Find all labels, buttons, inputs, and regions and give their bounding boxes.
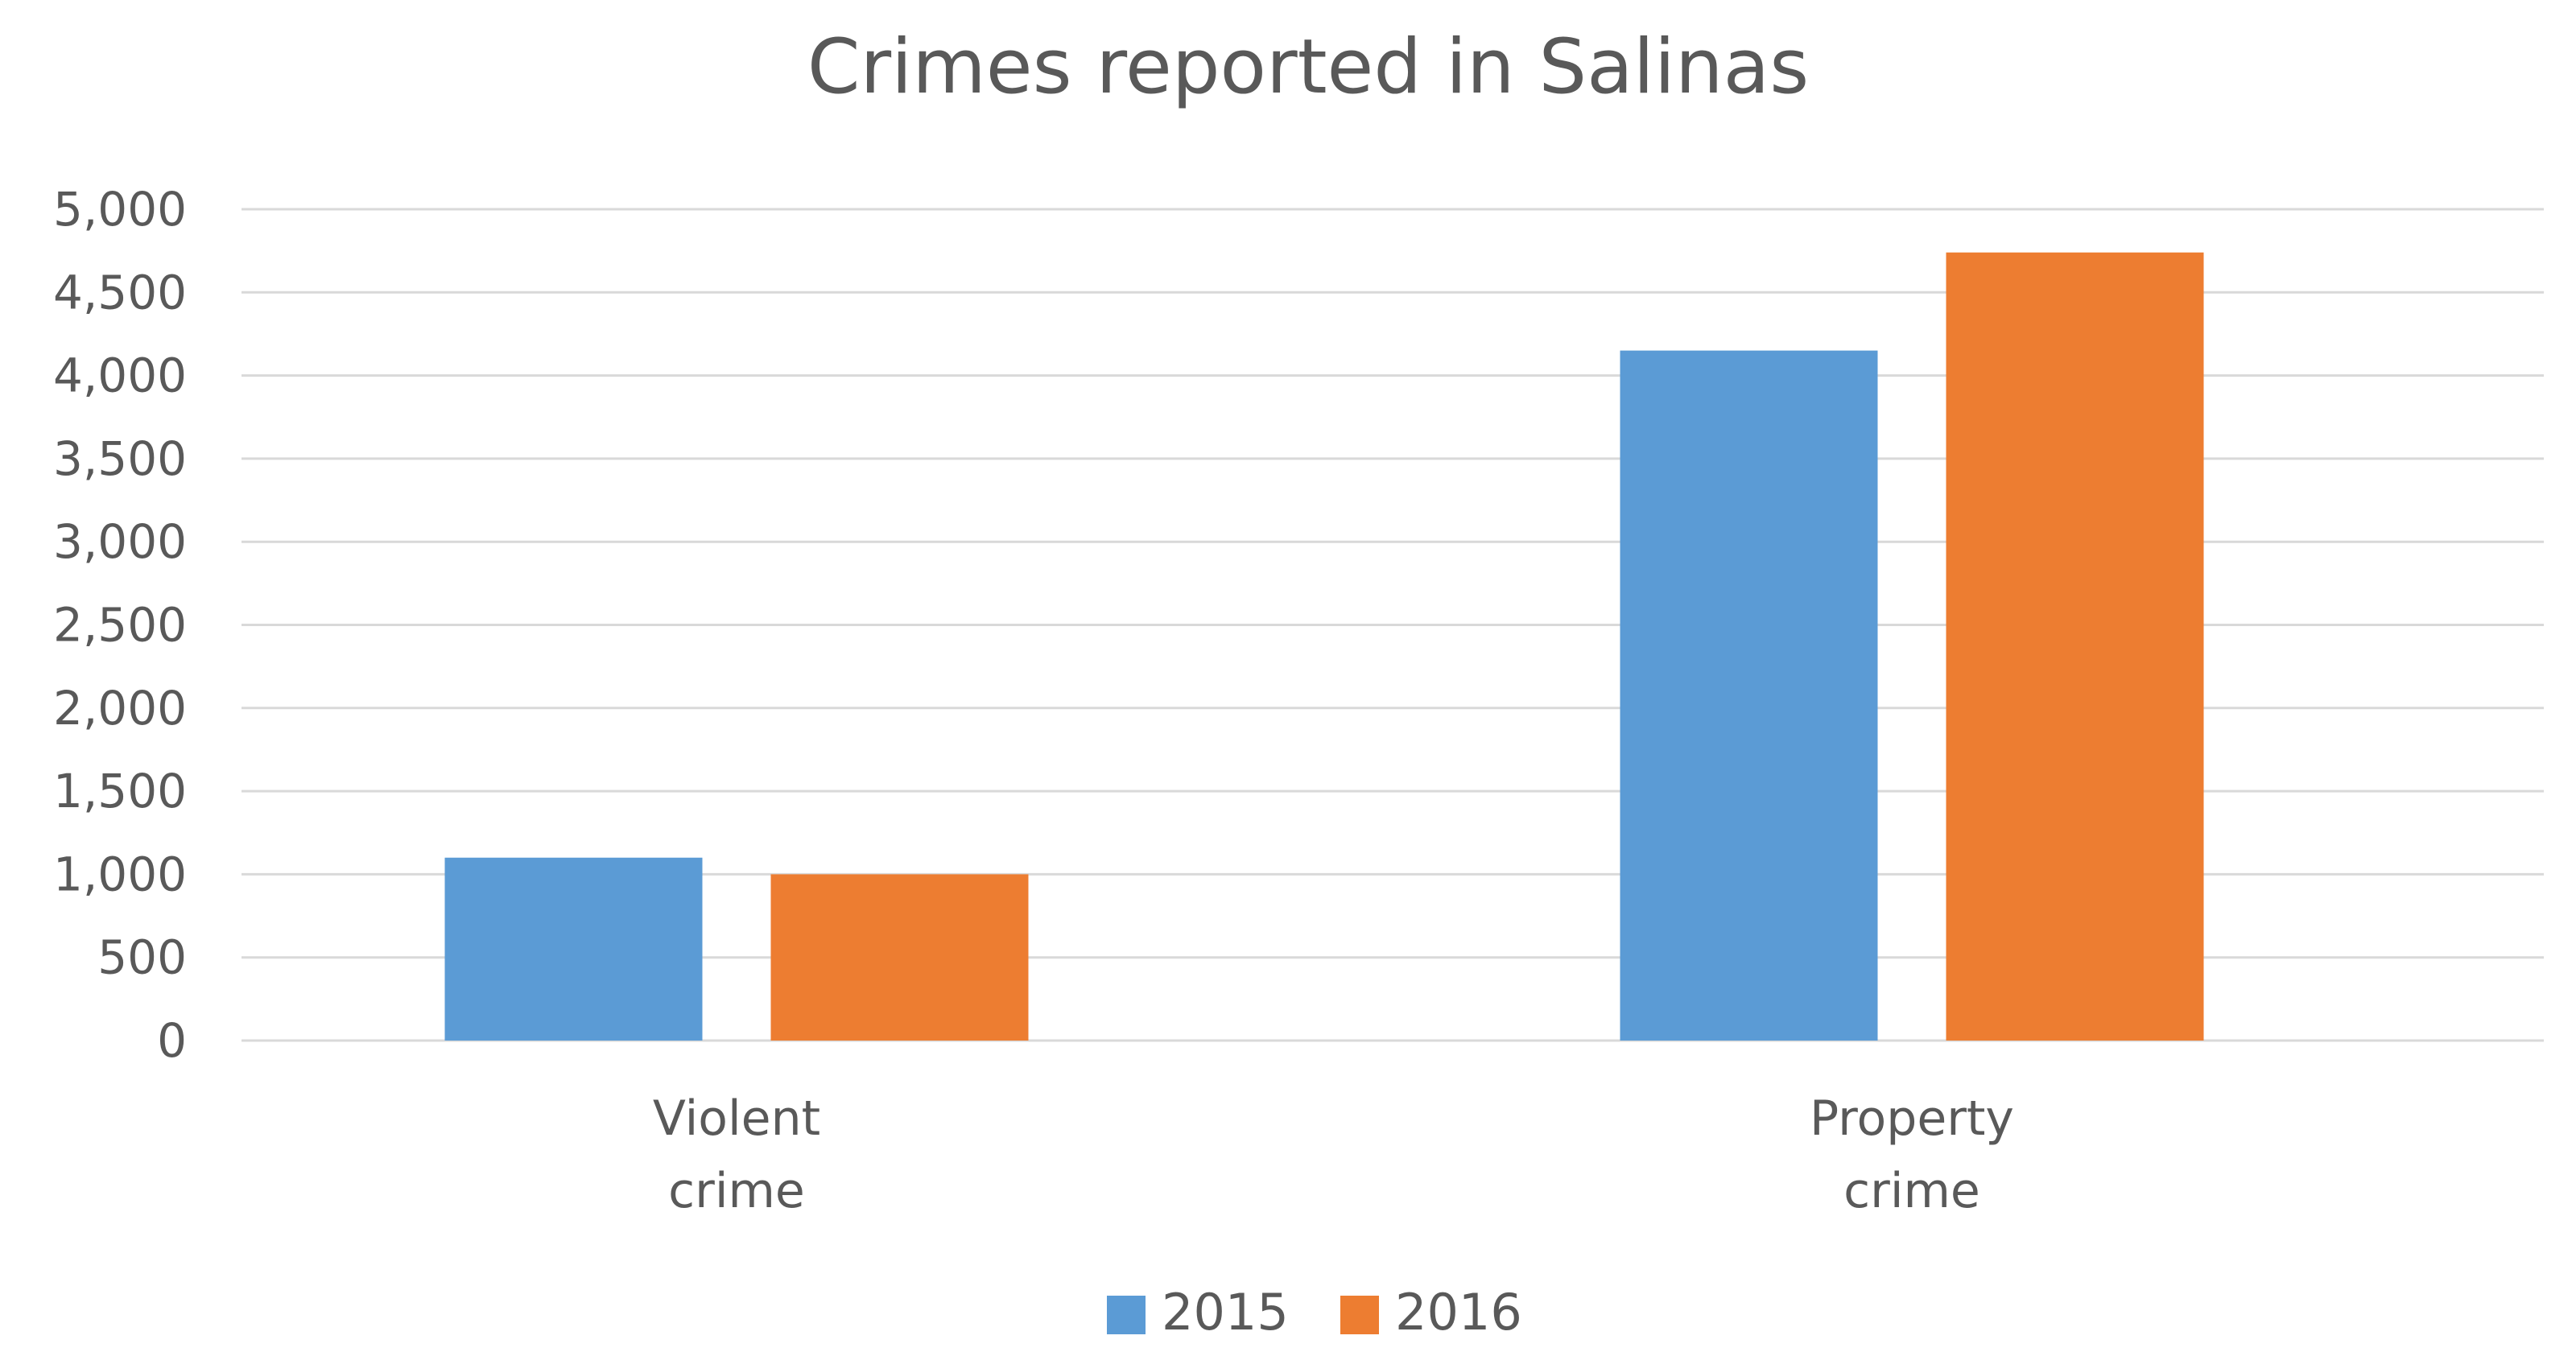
bar-2016-violent-crime bbox=[770, 874, 1029, 1041]
y-tick-label: 2,500 bbox=[53, 598, 187, 653]
legend-label-2016: 2016 bbox=[1395, 1283, 1522, 1342]
y-tick-label: 1,000 bbox=[53, 847, 187, 901]
y-tick-label: 4,500 bbox=[53, 265, 187, 319]
bar-2015-property-crime bbox=[1620, 350, 1878, 1041]
bar-2015-violent-crime bbox=[444, 857, 703, 1041]
bar-2016-property-crime bbox=[1946, 252, 2204, 1041]
y-tick-label: 2,000 bbox=[53, 681, 187, 736]
legend: 2015 2016 bbox=[1107, 1283, 1522, 1342]
y-tick-label: 500 bbox=[97, 930, 187, 985]
legend-swatch-2016 bbox=[1340, 1296, 1379, 1334]
x-axis-category-labels: Violent crime Property crime bbox=[653, 1090, 2014, 1219]
legend-label-2015: 2015 bbox=[1162, 1283, 1289, 1342]
x-category-label: Property crime bbox=[1810, 1090, 2014, 1219]
y-axis-tick-labels: 0 500 1,000 1,500 2,000 2,500 3,000 3,500 4,000 4… bbox=[53, 182, 187, 1068]
chart-title: Crimes reported in Salinas bbox=[807, 23, 1809, 111]
legend-swatch-2015 bbox=[1107, 1296, 1146, 1334]
y-tick-label: 3,500 bbox=[53, 431, 187, 486]
bars bbox=[444, 252, 2204, 1041]
y-tick-label: 1,500 bbox=[53, 764, 187, 818]
y-tick-label: 4,000 bbox=[53, 348, 187, 403]
y-tick-label: 5,000 bbox=[53, 182, 187, 237]
y-tick-label: 3,000 bbox=[53, 514, 187, 569]
y-tick-label: 0 bbox=[157, 1013, 187, 1068]
x-category-label: Violent crime bbox=[653, 1090, 820, 1219]
